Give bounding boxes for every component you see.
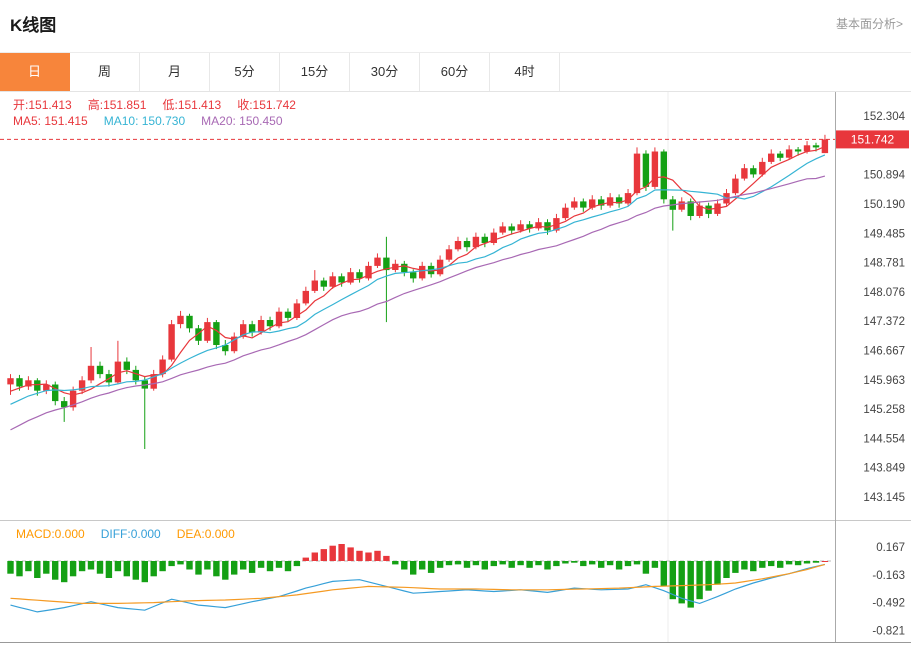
svg-text:148.076: 148.076 <box>863 287 905 299</box>
svg-text:145.963: 145.963 <box>863 375 905 387</box>
ma10-value: MA10: 150.730 <box>103 114 186 128</box>
fundamental-analysis-link[interactable]: 基本面分析> <box>835 16 903 31</box>
tab-月[interactable]: 月 <box>140 53 210 91</box>
svg-text:151.742: 151.742 <box>851 132 895 146</box>
svg-text:143.849: 143.849 <box>863 463 905 475</box>
svg-text:145.258: 145.258 <box>863 404 905 416</box>
tab-日[interactable]: 日 <box>0 53 70 91</box>
macd-info: MACD:0.000 DIFF:0.000 DEA:0.000 <box>16 527 235 541</box>
low-value: 低:151.413 <box>162 98 222 112</box>
svg-text:146.667: 146.667 <box>863 346 905 358</box>
svg-text:-0.492: -0.492 <box>872 598 905 610</box>
svg-text:150.894: 150.894 <box>863 170 905 182</box>
diff-value: DIFF:0.000 <box>100 527 161 541</box>
svg-text:0.167: 0.167 <box>876 542 905 554</box>
svg-text:143.145: 143.145 <box>863 492 905 504</box>
tab-4时[interactable]: 4时 <box>490 53 560 91</box>
svg-text:150.190: 150.190 <box>863 199 905 211</box>
tab-15分[interactable]: 15分 <box>280 53 350 91</box>
tab-周[interactable]: 周 <box>70 53 140 91</box>
svg-text:148.781: 148.781 <box>863 258 905 270</box>
dea-value: DEA:0.000 <box>176 527 235 541</box>
page-title: K线图 <box>10 15 57 35</box>
svg-text:147.372: 147.372 <box>863 316 905 328</box>
header: K线图 基本面分析> <box>0 0 911 36</box>
close-value: 收:151.742 <box>237 98 296 112</box>
svg-text:152.304: 152.304 <box>863 111 905 123</box>
timeframe-tabs: 日周月 5分 15分 30分 60分 4时 <box>0 52 911 92</box>
ma20-value: MA20: 150.450 <box>201 114 283 128</box>
svg-text:144.554: 144.554 <box>863 433 905 445</box>
ohlc-info: 开:151.413 高:151.851 低:151.413 收:151.742 <box>13 96 296 113</box>
svg-text:-0.163: -0.163 <box>872 570 905 582</box>
tab-30分[interactable]: 30分 <box>350 53 420 91</box>
svg-text:-0.821: -0.821 <box>872 626 905 638</box>
svg-text:149.485: 149.485 <box>863 228 905 240</box>
macd-value: MACD:0.000 <box>16 527 85 541</box>
ma5-value: MA5: 151.415 <box>13 114 88 128</box>
tab-60分[interactable]: 60分 <box>420 53 490 91</box>
high-value: 高:151.851 <box>87 98 147 112</box>
ma-info: MA5: 151.415 MA10: 150.730 MA20: 150.450 <box>13 114 283 128</box>
open-value: 开:151.413 <box>13 98 72 112</box>
tab-5分[interactable]: 5分 <box>210 53 280 91</box>
